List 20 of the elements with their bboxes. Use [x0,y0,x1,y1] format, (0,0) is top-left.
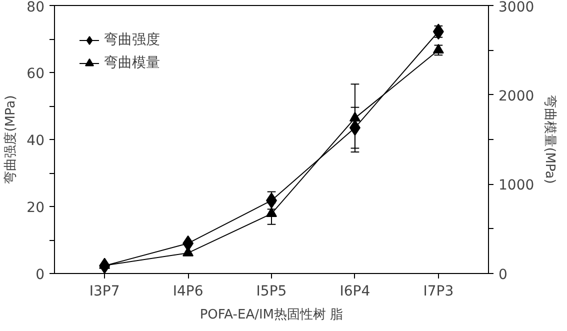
x-axis-title: POFA-EA/IM热固性树 脂 [200,308,344,322]
y2-tick-label: 1000 [498,178,534,194]
y2-tick-label: 3000 [498,0,534,16]
y2-axis-title: 弯曲模量(MPa) [542,95,558,184]
x-tick-label: I4P6 [172,284,204,300]
y2-tick-label: 2000 [498,88,534,104]
x-tick-label: I6P4 [340,284,370,300]
point [99,258,110,274]
y-tick-label: 40 [26,133,45,149]
legend-label: 弯曲模量 [104,54,160,72]
legend-label: 弯曲强度 [104,31,160,49]
y-tick-label: 80 [26,0,45,16]
x-tick-label: I7P3 [423,284,454,300]
y-tick-label: 20 [26,200,45,216]
y-tick-label: 0 [36,267,45,283]
y-axis-title: 弯曲强度(MPa) [2,95,19,184]
x-tick-label: I5P5 [256,284,287,300]
y-tick-label: 60 [26,66,45,82]
x-tick-label: I3P7 [89,284,120,300]
y2-tick-label: 0 [498,267,508,283]
